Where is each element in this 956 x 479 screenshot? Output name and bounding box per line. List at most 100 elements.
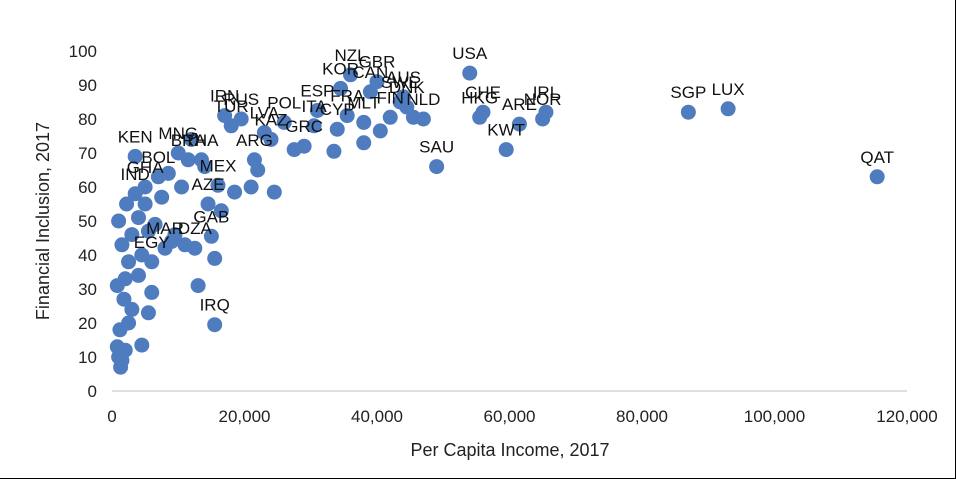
- data-label: ESP: [300, 82, 334, 101]
- data-point: [356, 135, 372, 151]
- y-tick-label: 10: [78, 348, 97, 367]
- data-label: DZA: [178, 219, 213, 238]
- data-label: GAB: [193, 207, 229, 226]
- x-tick-label: 80,000: [616, 407, 668, 426]
- data-label: LUX: [712, 80, 745, 99]
- data-point: [511, 116, 527, 132]
- data-label: KOR: [322, 59, 359, 78]
- data-point: [131, 267, 146, 283]
- data-point: [246, 152, 262, 168]
- data-point: [109, 278, 125, 294]
- data-point: [210, 177, 226, 193]
- x-axis-title: Per Capita Income, 2017: [410, 440, 609, 460]
- data-label: BOL: [141, 148, 175, 167]
- data-point: [154, 189, 170, 205]
- data-point: [462, 65, 478, 81]
- data-label: ARG: [236, 131, 273, 150]
- data-point: [119, 196, 135, 212]
- data-point: [276, 114, 292, 130]
- data-label: DNK: [389, 78, 426, 97]
- data-point: [382, 109, 398, 125]
- y-tick-label: 50: [78, 212, 97, 231]
- data-point: [339, 108, 355, 124]
- x-tick-label: 40,000: [351, 407, 403, 426]
- x-tick-label: 120,000: [876, 407, 937, 426]
- data-label: USA: [452, 44, 488, 63]
- data-point: [498, 142, 514, 158]
- x-tick-label: 100,000: [744, 407, 805, 426]
- data-label: MNG: [158, 124, 198, 143]
- data-point: [124, 301, 140, 317]
- data-point: [207, 317, 223, 333]
- data-point: [137, 196, 153, 212]
- data-label: NLD: [406, 90, 440, 109]
- data-label: EGY: [134, 233, 170, 252]
- data-label: KEN: [118, 127, 153, 146]
- data-label: GRC: [285, 117, 323, 136]
- data-label: IRL: [533, 83, 559, 102]
- data-point: [286, 142, 302, 158]
- data-point: [472, 109, 488, 125]
- data-point: [306, 118, 322, 134]
- data-point: [114, 237, 130, 253]
- data-point: [170, 145, 186, 161]
- data-label: KWT: [487, 121, 525, 140]
- x-tick-label: 20,000: [219, 407, 271, 426]
- data-label: HKG: [461, 88, 498, 107]
- data-point: [266, 184, 282, 200]
- data-label: NOR: [524, 90, 562, 109]
- data-point: [343, 67, 358, 83]
- x-tick-label: 0: [107, 407, 116, 426]
- data-label: ARE: [502, 95, 537, 114]
- data-point: [157, 240, 173, 256]
- data-point: [140, 223, 156, 239]
- data-label: GHA: [127, 158, 165, 177]
- y-axis-title: Financial Inclusion, 2017: [33, 122, 53, 320]
- data-label: NZL: [334, 46, 366, 65]
- data-point: [256, 125, 272, 141]
- data-point: [429, 159, 445, 175]
- data-label: BRA: [171, 131, 207, 150]
- data-label: AUS: [386, 68, 421, 87]
- data-label: ITA: [301, 97, 327, 116]
- y-tick-label: 90: [78, 76, 97, 95]
- data-label: MAR: [146, 219, 184, 238]
- data-label: FRA: [330, 87, 365, 106]
- data-point: [116, 291, 132, 307]
- data-point: [140, 305, 156, 321]
- data-label: GBR: [359, 53, 396, 72]
- data-label: KAZ: [254, 110, 287, 129]
- data-point: [356, 114, 372, 130]
- data-point: [124, 227, 140, 243]
- x-axis-ticks: 0 20,000 40,000 60,000 80,000 100,000 120,000: [107, 407, 937, 426]
- data-label: CHE: [465, 83, 501, 102]
- data-point: [134, 247, 150, 263]
- data-point: [207, 250, 223, 266]
- data-label: TUR: [214, 97, 249, 116]
- data-point: [535, 111, 551, 127]
- data-point: [112, 322, 128, 338]
- data-point: [213, 203, 229, 219]
- data-label: AZE: [192, 175, 225, 194]
- data-label: SAU: [419, 138, 454, 157]
- data-point: [174, 179, 190, 195]
- data-point: [150, 169, 166, 185]
- data-point: [227, 184, 243, 200]
- data-point: [127, 148, 143, 164]
- data-point: [217, 108, 233, 124]
- data-point: [869, 169, 885, 185]
- data-label: CYP: [320, 100, 355, 119]
- data-point: [362, 84, 378, 100]
- data-label: IRQ: [200, 296, 230, 315]
- data-label: POL: [267, 93, 301, 112]
- data-point: [190, 278, 206, 294]
- y-tick-label: 40: [78, 246, 97, 265]
- data-point: [680, 104, 696, 120]
- y-tick-label: 30: [78, 280, 97, 299]
- data-label: IRN: [210, 87, 239, 106]
- data-point: [177, 237, 193, 253]
- data-label: MLT: [347, 93, 380, 112]
- data-point: [243, 179, 259, 195]
- data-points: [109, 65, 885, 375]
